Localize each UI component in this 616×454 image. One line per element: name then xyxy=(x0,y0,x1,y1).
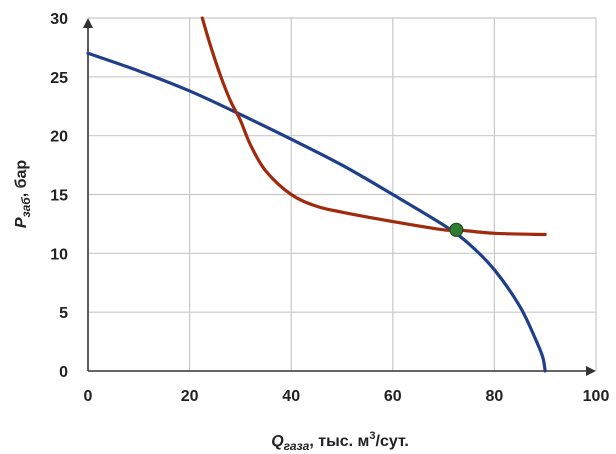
x-axis-label: Qгаза, тыс. м3/сут. xyxy=(271,430,409,453)
x-tick-labels: 0 20 40 60 80 100 xyxy=(84,388,610,405)
x-tick-label: 40 xyxy=(282,388,300,405)
intersection-point xyxy=(449,222,464,237)
y-tick-label: 15 xyxy=(50,188,68,205)
x-tick-label: 60 xyxy=(384,388,402,405)
y-tick-label: 30 xyxy=(50,11,68,28)
x-tick-label: 100 xyxy=(583,388,610,405)
y-tick-label: 25 xyxy=(50,70,68,87)
y-axis-arrow xyxy=(83,18,93,28)
y-tick-label: 0 xyxy=(59,364,68,381)
grid xyxy=(88,17,597,371)
x-tick-label: 20 xyxy=(181,388,199,405)
x-tick-label: 0 xyxy=(84,388,93,405)
series-line-1 xyxy=(86,51,547,373)
y-tick-labels: 0 5 10 15 20 25 30 xyxy=(50,11,68,381)
x-tick-label: 80 xyxy=(486,388,504,405)
y-tick-label: 20 xyxy=(50,129,68,146)
series-line-2 xyxy=(200,16,547,237)
y-tick-label: 10 xyxy=(50,246,68,263)
y-tick-label: 5 xyxy=(59,305,68,322)
y-axis-label: Pзаб, бар xyxy=(13,160,33,229)
series-group xyxy=(86,16,547,373)
x-axis-arrow xyxy=(586,366,596,376)
axes xyxy=(83,18,596,376)
